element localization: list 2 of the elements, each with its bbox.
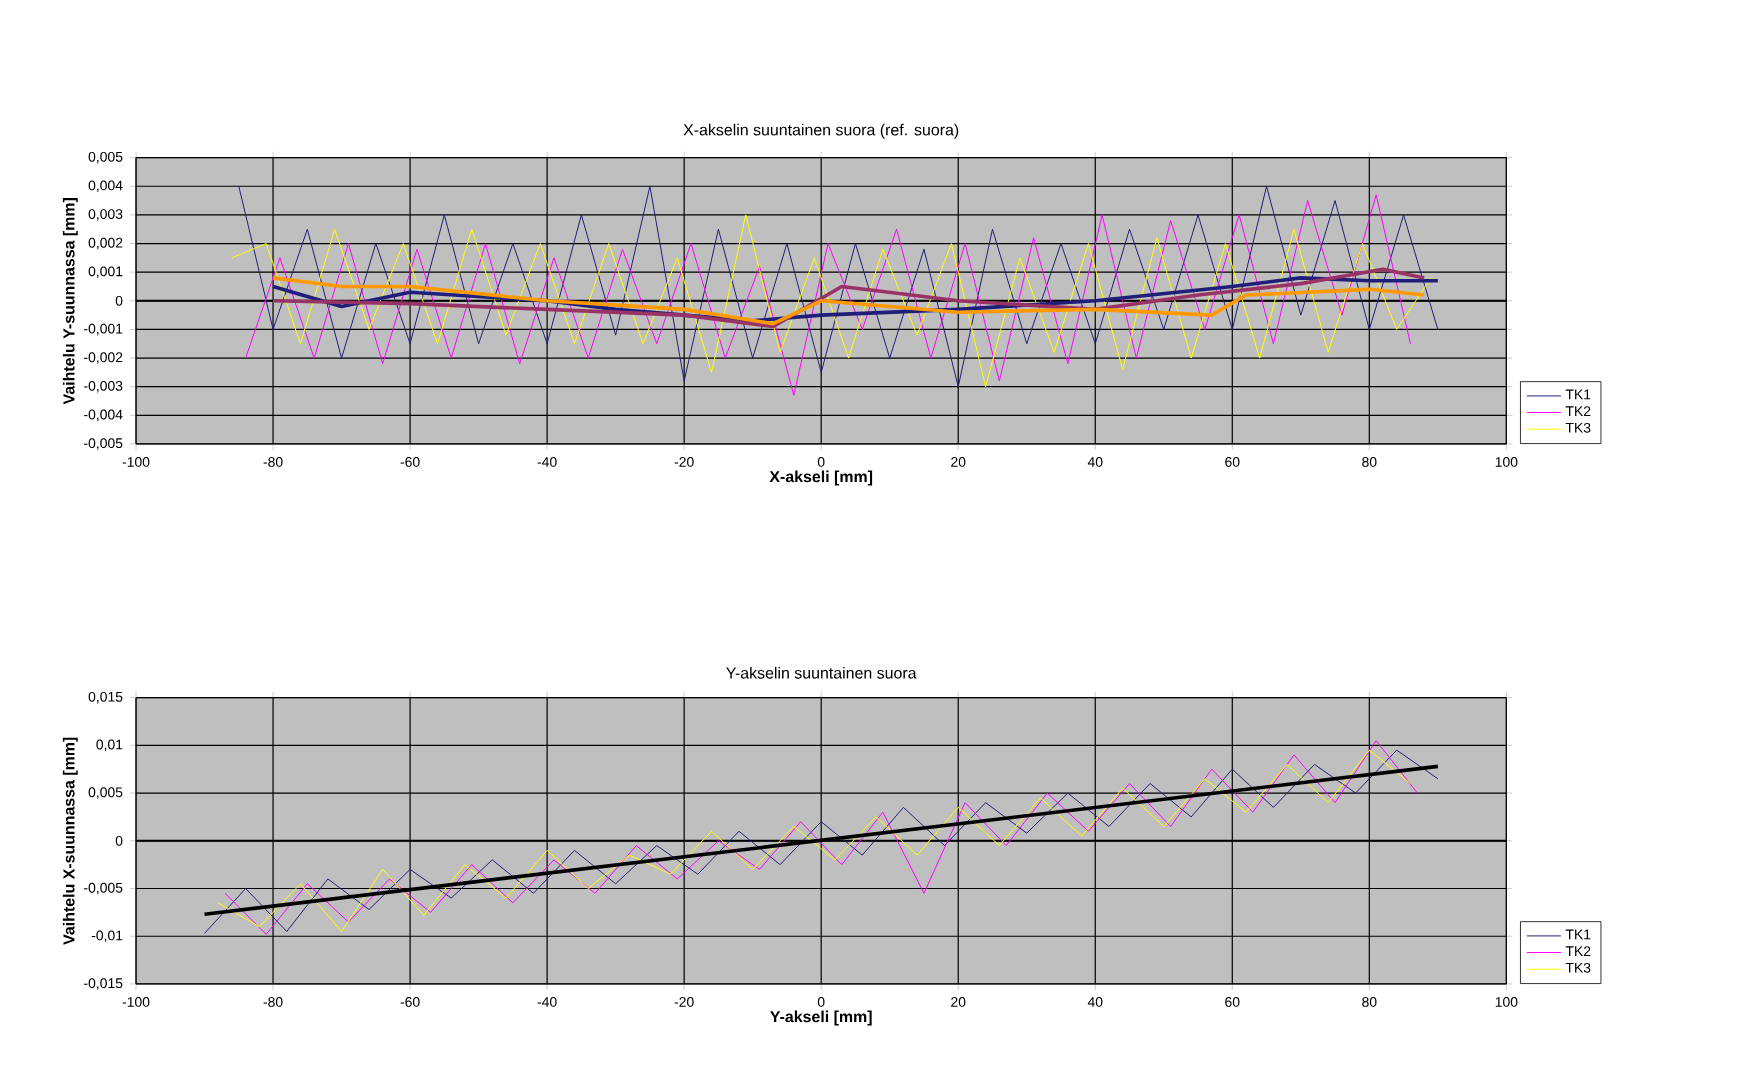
- line-series: [271, 267, 1426, 329]
- line-series: [231, 214, 1432, 388]
